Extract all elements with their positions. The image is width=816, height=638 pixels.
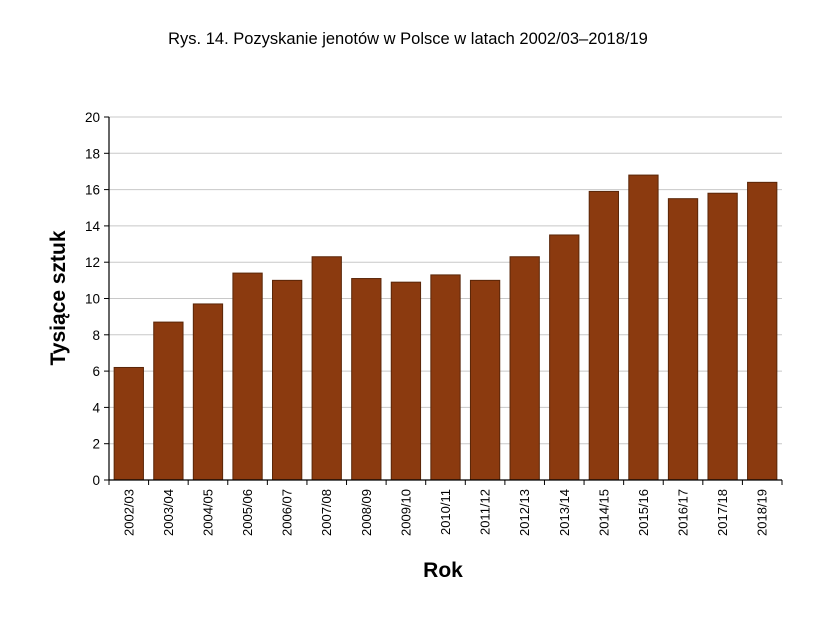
y-tick-label: 20 xyxy=(85,110,100,125)
x-tick-label: 2018/19 xyxy=(755,489,770,536)
x-axis-title: Rok xyxy=(423,559,463,582)
x-tick-label: 2008/09 xyxy=(359,489,374,536)
x-tick-label: 2009/10 xyxy=(398,489,413,536)
y-axis-title: Tysiące sztuk xyxy=(47,230,70,365)
bars xyxy=(113,174,778,481)
x-tick-label: 2006/07 xyxy=(280,489,295,536)
y-tick-label: 8 xyxy=(92,328,100,343)
bar-2013-14 xyxy=(549,234,580,481)
x-tick-label: 2002/03 xyxy=(121,489,136,536)
x-tick-label: 2012/13 xyxy=(517,489,532,536)
bar-2016-17 xyxy=(667,198,699,481)
bar-2003-04 xyxy=(153,321,184,481)
bar-2002-03 xyxy=(113,366,144,481)
y-tick-label: 14 xyxy=(85,219,101,234)
y-tick-label: 2 xyxy=(92,437,100,452)
bar-2007-08 xyxy=(311,256,342,481)
bar-2015-16 xyxy=(628,174,659,481)
x-tick-label: 2014/15 xyxy=(596,489,611,536)
y-tick-label: 10 xyxy=(85,292,100,307)
x-tick-label: 2011/12 xyxy=(478,489,493,535)
x-tick-label: 2015/16 xyxy=(636,489,651,536)
x-tick-label: 2013/14 xyxy=(557,489,572,536)
y-tick-label: 16 xyxy=(85,183,100,198)
y-tick-label: 12 xyxy=(85,255,100,270)
x-tick-label: 2005/06 xyxy=(240,489,255,536)
y-tick-label: 6 xyxy=(92,364,100,379)
y-tick-label: 4 xyxy=(92,400,100,415)
bar-2009-10 xyxy=(390,281,422,481)
x-tick-labels: 2002/03 2003/04 2004/05 2005/06 2006/07 2007/… xyxy=(121,489,769,536)
bar-2004-05 xyxy=(192,303,224,481)
bar-2012-13 xyxy=(509,256,540,481)
bar-2008-09 xyxy=(351,278,382,481)
bar-2006-07 xyxy=(271,279,303,481)
bar-2010-11 xyxy=(430,274,461,481)
y-tick-labels: 0 2 4 6 8 10 12 14 16 18 20 xyxy=(85,110,101,488)
y-tick-label: 0 xyxy=(92,473,100,488)
bar-2011-12 xyxy=(469,279,501,481)
x-tick-label: 2003/04 xyxy=(161,489,176,536)
x-tick-label: 2004/05 xyxy=(200,489,215,536)
x-tick-label: 2010/11 xyxy=(438,489,453,535)
bar-2017-18 xyxy=(707,192,738,481)
x-tick-label: 2016/17 xyxy=(676,489,691,536)
x-tick-label: 2017/18 xyxy=(715,489,730,536)
x-tick-label: 2007/08 xyxy=(319,489,334,536)
bar-2014-15 xyxy=(588,190,620,481)
bar-2005-06 xyxy=(232,272,263,481)
y-tick-label: 18 xyxy=(85,146,100,161)
axes xyxy=(104,116,783,485)
chart-title: Rys. 14. Pozyskanie jenotów w Polsce w l… xyxy=(168,30,648,48)
bar-2018-19 xyxy=(747,181,778,481)
